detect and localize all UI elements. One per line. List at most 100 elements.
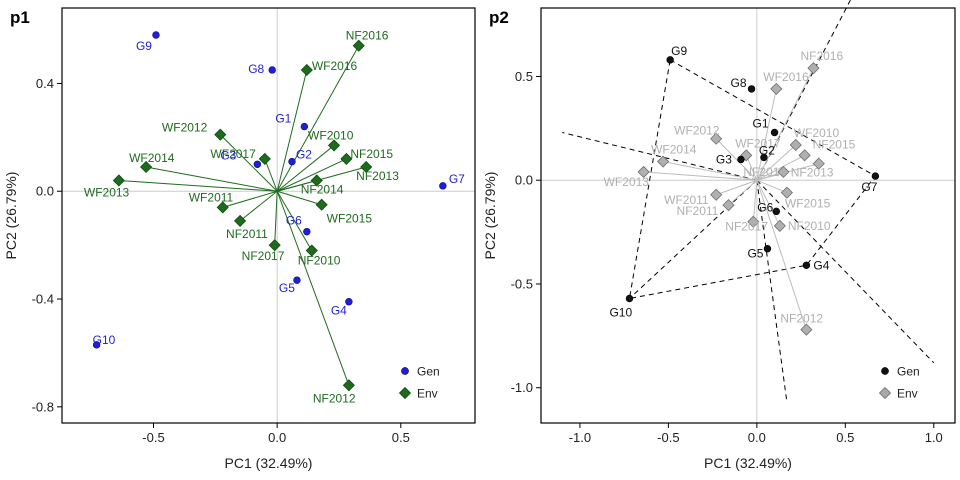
y-tick-label: -1.0 (511, 380, 533, 395)
env-point-nf2014 (777, 165, 790, 178)
gen-point-g4 (345, 298, 353, 306)
panel-p2: NF2016 WF2016 WF2012 WF2010 WF2017 NF2015 WF20… (482, 0, 956, 471)
env-point-nf2013 (360, 160, 373, 174)
panel-p1: NF2016 WF2016 WF2012 WF2010 WF2017 NF2015 WF20… (3, 7, 476, 471)
gen-point-g9 (152, 31, 160, 39)
env-point-nf2017 (268, 239, 281, 252)
env-label-wf2014: WF2014 (129, 151, 175, 165)
env-label-wf2015: WF2015 (785, 197, 831, 211)
x-tick-label: 1.0 (925, 430, 943, 445)
env-point-nf2015 (340, 152, 353, 165)
env-point-nf2011 (722, 199, 735, 212)
env-label-nf2010: NF2010 (298, 254, 341, 268)
env-point-nf2013 (812, 157, 825, 170)
env-point-wf2016 (300, 63, 313, 77)
env-vector-wf2017 (264, 158, 278, 192)
gen-point-g8 (747, 85, 756, 93)
env-vector-nf2016 (276, 45, 360, 192)
legend-swatch-env (878, 386, 892, 400)
gen-label-g3: G3 (716, 152, 732, 166)
gen-point-g5 (763, 245, 772, 253)
env-point-nf2010 (305, 244, 318, 257)
dashed-ray-5 (629, 179, 758, 299)
gen-label-g2: G2 (296, 148, 312, 162)
env-label-nf2016: NF2016 (346, 29, 389, 43)
legend-swatch-env (398, 386, 412, 400)
env-vector-wf2013 (643, 171, 757, 181)
env-vector-nf2011 (728, 179, 758, 206)
gen-label-g10: G10 (93, 333, 116, 347)
gen-point-g10 (625, 294, 634, 303)
env-label-wf2017: WF2017 (735, 136, 781, 150)
env-label-nf2015: NF2015 (350, 147, 393, 161)
gen-label-g8: G8 (731, 76, 747, 90)
env-point-wf2012 (710, 132, 723, 145)
env-vector-wf2012 (715, 138, 758, 181)
env-vector-wf2014 (662, 161, 757, 181)
gen-label-g3: G3 (220, 148, 236, 162)
env-label-nf2016: NF2016 (800, 49, 843, 63)
env-point-wf2012 (214, 128, 227, 141)
gen-label-g4: G4 (813, 258, 829, 272)
y-axis-title: PC2 (26.79%) (3, 172, 19, 260)
plot-frame (61, 7, 476, 424)
env-label-wf2010: WF2010 (794, 126, 840, 140)
dashed-ray-2 (756, 179, 935, 364)
gen-point-g8 (268, 66, 276, 74)
env-label-nf2017: NF2017 (725, 220, 768, 234)
env-vector-nf2014 (277, 179, 317, 192)
env-label-wf2016: WF2016 (312, 59, 358, 73)
env-vector-wf2016 (756, 88, 777, 181)
env-vector-wf2011 (222, 190, 278, 208)
dashed-ray-1 (756, 0, 852, 181)
x-tick-label: 0.0 (748, 430, 766, 445)
env-vector-wf2016 (276, 69, 308, 192)
env-point-nf2014 (310, 174, 323, 187)
gen-point-g7 (439, 182, 447, 190)
env-vector-nf2011 (239, 190, 278, 222)
y-axis-title: PC2 (26.79%) (482, 172, 498, 260)
gen-label-g6: G6 (286, 214, 302, 228)
env-label-nf2015: NF2015 (813, 137, 856, 151)
env-label-wf2010: WF2010 (308, 128, 354, 142)
env-vector-nf2012 (276, 191, 350, 386)
env-label-wf2013: WF2013 (604, 175, 650, 189)
env-point-nf2015 (798, 149, 811, 162)
env-vector-wf2014 (145, 166, 278, 192)
gen-label-g9: G9 (136, 39, 152, 53)
y-tick-label: -0.5 (511, 276, 533, 291)
gen-point-g2 (760, 153, 768, 162)
env-label-nf2012: NF2012 (780, 312, 823, 326)
env-label-nf2014: NF2014 (743, 165, 786, 179)
gen-point-g9 (666, 56, 674, 64)
legend-swatch-gen (881, 367, 889, 375)
env-point-wf2016 (770, 82, 783, 95)
env-vector-nf2017 (752, 180, 758, 222)
gen-point-g2 (288, 157, 296, 166)
env-vector-nf2012 (756, 180, 807, 330)
y-tick-label: 0.4 (36, 76, 54, 91)
y-tick-label: -0.4 (32, 292, 54, 307)
x-axis-title: PC1 (32.49%) (704, 455, 792, 471)
x-tick-label: -1.0 (569, 430, 591, 445)
env-point-wf2013 (112, 174, 125, 187)
env-point-wf2015 (780, 186, 793, 199)
env-vector-wf2013 (118, 179, 278, 192)
env-point-nf2016 (807, 62, 820, 75)
env-label-wf2017: WF2017 (210, 147, 256, 161)
env-label-nf2010: NF2010 (788, 219, 831, 233)
env-point-wf2014 (657, 155, 670, 168)
dashed-ray-4 (562, 132, 757, 181)
gen-point-g10 (92, 341, 101, 349)
env-label-wf2012: WF2012 (674, 124, 720, 138)
gen-label-g4: G4 (331, 304, 347, 318)
gen-point-g6 (303, 227, 311, 236)
gen-label-g2: G2 (759, 143, 775, 157)
legend-label-env: Env (897, 387, 918, 401)
env-vector-wf2010 (756, 144, 797, 181)
legend-swatch-gen (401, 367, 409, 375)
env-label-nf2014: NF2014 (301, 182, 344, 196)
x-tick-label: 0.0 (268, 430, 286, 445)
y-tick-label: 0.5 (515, 69, 533, 84)
